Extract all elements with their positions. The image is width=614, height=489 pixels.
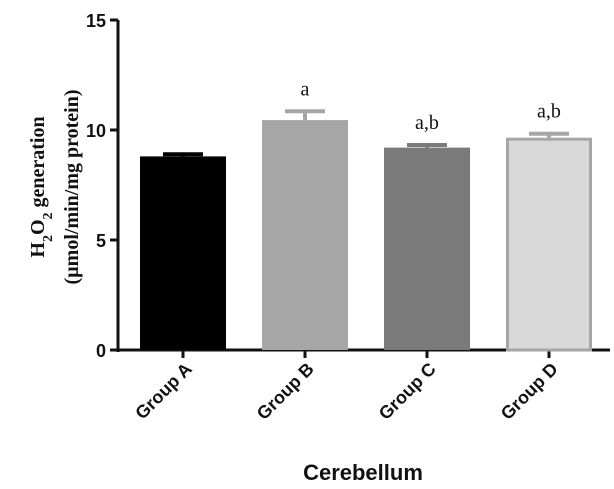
category-label: Group A — [131, 359, 196, 424]
category-label: Group B — [253, 359, 318, 424]
category-label: Group D — [497, 359, 562, 424]
significance-label: a,b — [415, 112, 439, 134]
y-axis-label: H2O2 generation (µmol/min/mg protein) — [27, 89, 83, 284]
y-tick-label: 0 — [96, 341, 106, 361]
significance-label: a — [301, 78, 310, 100]
y-tick-label: 10 — [86, 121, 106, 141]
bar — [262, 120, 348, 350]
bar — [140, 156, 226, 350]
y-tick-label: 15 — [86, 11, 106, 31]
y-axis-label-line1: H2O2 generation — [27, 116, 56, 257]
x-axis-label: Cerebellum — [303, 460, 423, 485]
significance-label: a,b — [537, 101, 561, 123]
bars — [140, 109, 592, 352]
bar — [506, 137, 592, 352]
y-tick-label: 5 — [96, 231, 106, 251]
y-axis-label-line2: (µmol/min/mg protein) — [61, 89, 83, 284]
bar — [384, 147, 470, 350]
category-label: Group C — [375, 359, 440, 424]
